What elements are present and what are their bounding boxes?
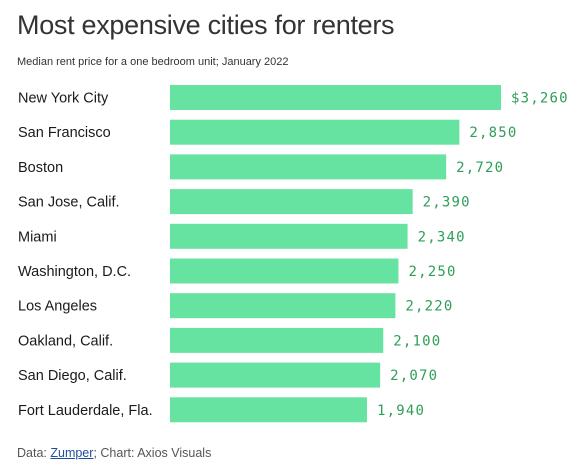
bar — [170, 189, 413, 215]
value-label: 2,250 — [408, 264, 456, 280]
category-label: New York City — [18, 91, 109, 107]
bar — [170, 327, 384, 353]
value-label: 2,070 — [390, 368, 438, 384]
category-label: Miami — [18, 229, 57, 245]
value-label: 2,220 — [405, 299, 453, 315]
bar — [170, 293, 396, 319]
value-label: 2,850 — [469, 125, 517, 141]
bar — [170, 397, 367, 423]
value-label: 2,340 — [418, 229, 466, 245]
source-link[interactable]: Zumper — [50, 446, 94, 460]
source-suffix: ; Chart: Axios Visuals — [93, 446, 212, 460]
value-label: 2,100 — [393, 333, 441, 349]
bar — [170, 362, 381, 388]
chart-subtitle: Median rent price for a one bedroom unit… — [17, 56, 289, 68]
bar — [170, 154, 447, 180]
category-label: San Francisco — [18, 125, 111, 141]
chart-title: Most expensive cities for renters — [17, 10, 395, 40]
bar — [170, 85, 501, 110]
bar — [170, 119, 460, 145]
value-label: 1,940 — [377, 403, 425, 419]
category-label: Boston — [18, 160, 63, 176]
value-label: $3,260 — [511, 91, 569, 107]
category-label: San Diego, Calif. — [18, 368, 127, 384]
category-label: Oakland, Calif. — [18, 333, 113, 349]
category-label: Los Angeles — [18, 299, 97, 315]
category-label: San Jose, Calif. — [18, 195, 120, 211]
category-label: Washington, D.C. — [18, 264, 131, 280]
value-label: 2,720 — [456, 160, 504, 176]
bar — [170, 223, 408, 249]
value-label: 2,390 — [423, 195, 471, 211]
source-note: Data: Zumper; Chart: Axios Visuals — [17, 446, 211, 460]
category-label: Fort Lauderdale, Fla. — [18, 403, 153, 419]
source-prefix: Data: — [17, 446, 51, 460]
bar — [170, 258, 399, 284]
bar-chart: New York City $3,260 San Francisco 2,850 Bos… — [18, 85, 569, 423]
